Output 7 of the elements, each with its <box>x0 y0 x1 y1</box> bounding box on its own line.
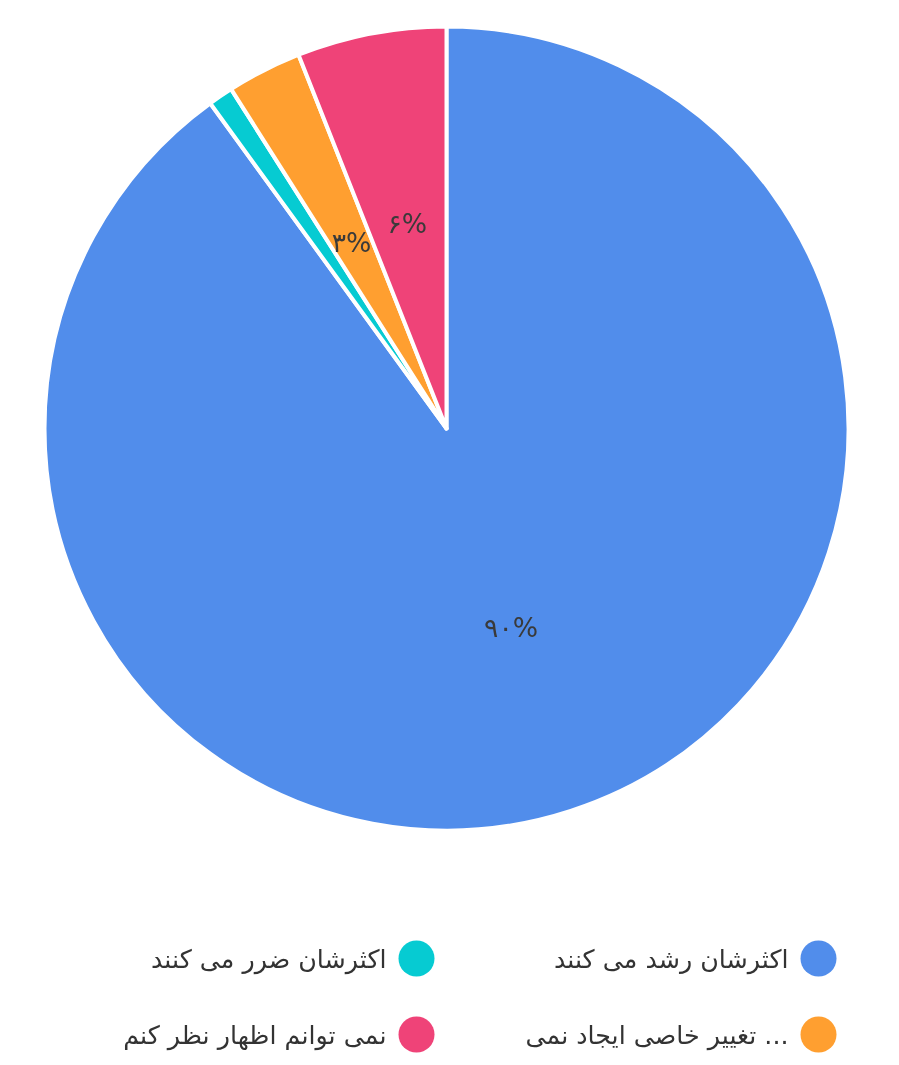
data-label: ۶% <box>387 207 428 239</box>
legend-label: نمی توانم اظهار نظر کنم <box>123 1019 387 1051</box>
legend-label: اکثرشان ضرر می کنند <box>151 943 387 975</box>
legend-label: تغییر خاصی ایجاد نمی ... <box>525 1019 789 1051</box>
legend-label: اکثرشان رشد می کنند <box>554 943 789 975</box>
data-label: ۹۰% <box>484 611 539 643</box>
data-label: ۳% <box>331 226 372 258</box>
